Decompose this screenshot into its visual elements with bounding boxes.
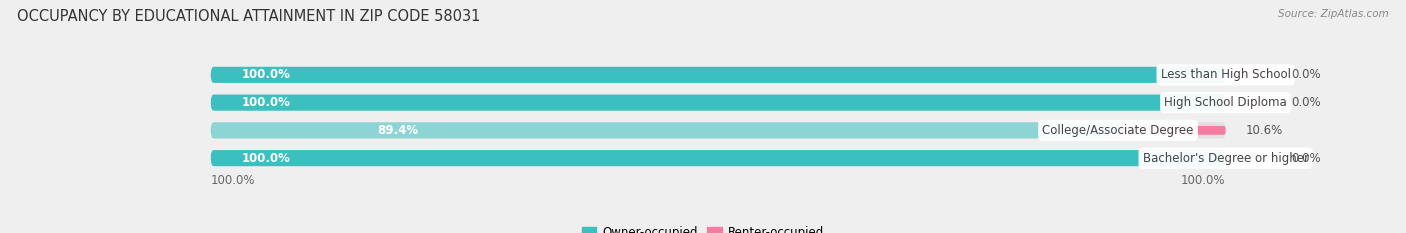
Text: 100.0%: 100.0% bbox=[242, 152, 290, 165]
FancyBboxPatch shape bbox=[211, 67, 1226, 83]
Text: 100.0%: 100.0% bbox=[1181, 175, 1226, 187]
Text: Less than High School: Less than High School bbox=[1160, 68, 1291, 81]
FancyBboxPatch shape bbox=[1226, 98, 1271, 107]
FancyBboxPatch shape bbox=[211, 150, 1226, 166]
FancyBboxPatch shape bbox=[1118, 126, 1226, 135]
Text: 0.0%: 0.0% bbox=[1292, 152, 1322, 165]
Text: OCCUPANCY BY EDUCATIONAL ATTAINMENT IN ZIP CODE 58031: OCCUPANCY BY EDUCATIONAL ATTAINMENT IN Z… bbox=[17, 9, 481, 24]
FancyBboxPatch shape bbox=[1226, 154, 1271, 163]
FancyBboxPatch shape bbox=[211, 67, 1226, 83]
FancyBboxPatch shape bbox=[211, 150, 1226, 166]
Text: 0.0%: 0.0% bbox=[1292, 68, 1322, 81]
FancyBboxPatch shape bbox=[1226, 70, 1271, 79]
Text: 89.4%: 89.4% bbox=[377, 124, 419, 137]
Legend: Owner-occupied, Renter-occupied: Owner-occupied, Renter-occupied bbox=[578, 221, 828, 233]
Text: Bachelor's Degree or higher: Bachelor's Degree or higher bbox=[1143, 152, 1309, 165]
Text: High School Diploma: High School Diploma bbox=[1164, 96, 1286, 109]
Text: Source: ZipAtlas.com: Source: ZipAtlas.com bbox=[1278, 9, 1389, 19]
Text: 0.0%: 0.0% bbox=[1292, 96, 1322, 109]
Text: 100.0%: 100.0% bbox=[211, 175, 256, 187]
FancyBboxPatch shape bbox=[211, 122, 1118, 138]
Text: 100.0%: 100.0% bbox=[242, 96, 290, 109]
Text: 10.6%: 10.6% bbox=[1246, 124, 1284, 137]
Text: 100.0%: 100.0% bbox=[242, 68, 290, 81]
Text: College/Associate Degree: College/Associate Degree bbox=[1042, 124, 1194, 137]
FancyBboxPatch shape bbox=[211, 95, 1226, 111]
FancyBboxPatch shape bbox=[211, 122, 1226, 138]
FancyBboxPatch shape bbox=[211, 95, 1226, 111]
